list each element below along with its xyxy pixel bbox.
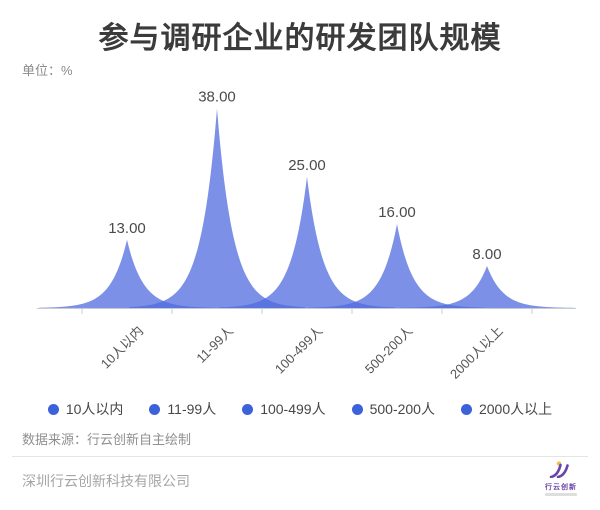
series-area-peak <box>39 239 215 308</box>
rnd-team-size-area-chart: 13.00 38.00 25.00 16.00 8.00 <box>37 89 576 314</box>
value-label: 8.00 <box>472 246 501 263</box>
footer-divider <box>12 456 588 457</box>
series-area-peak <box>129 108 305 308</box>
legend-label: 10人以内 <box>65 401 124 417</box>
legend-dot-icon <box>149 403 161 415</box>
legend-dot-icon <box>460 403 472 415</box>
unit-label: 单位：% <box>22 63 73 78</box>
company-logo: 行云创新 <box>536 461 586 496</box>
legend-item[interactable]: 11-99人 <box>149 399 216 419</box>
legend-item[interactable]: 2000人以上 <box>460 399 553 419</box>
logo-swoosh-icon <box>549 461 569 479</box>
legend-dot-icon <box>47 403 59 415</box>
value-label: 16.00 <box>378 204 416 221</box>
value-label: 13.00 <box>108 220 146 237</box>
series-area-peak <box>309 224 485 308</box>
value-label: 38.00 <box>198 89 236 106</box>
chart-title: 参与调研企业的研发团队规模 <box>98 22 502 55</box>
legend-item[interactable]: 500-200人 <box>351 399 435 419</box>
chart-legend: 10人以内 11-99人 100-499人 500-200人 2000人以上 <box>0 399 600 419</box>
legend-item[interactable]: 100-499人 <box>242 399 326 419</box>
value-label: 25.00 <box>288 157 326 174</box>
legend-dot-icon <box>351 403 363 415</box>
company-name: 深圳行云创新科技有限公司 <box>22 473 190 489</box>
legend-item[interactable]: 10人以内 <box>47 399 124 419</box>
legend-label: 500-200人 <box>369 401 435 417</box>
legend-label: 11-99人 <box>167 401 217 417</box>
logo-subtext-line <box>545 493 577 496</box>
legend-dot-icon <box>242 403 254 415</box>
legend-label: 100-499人 <box>260 401 326 417</box>
logo-text: 行云创新 <box>545 484 577 491</box>
data-source-note: 数据来源：行云创新自主绘制 <box>22 432 192 447</box>
series-area-peak <box>399 266 575 308</box>
series-area-peak <box>219 176 395 308</box>
legend-label: 2000人以上 <box>478 401 553 417</box>
